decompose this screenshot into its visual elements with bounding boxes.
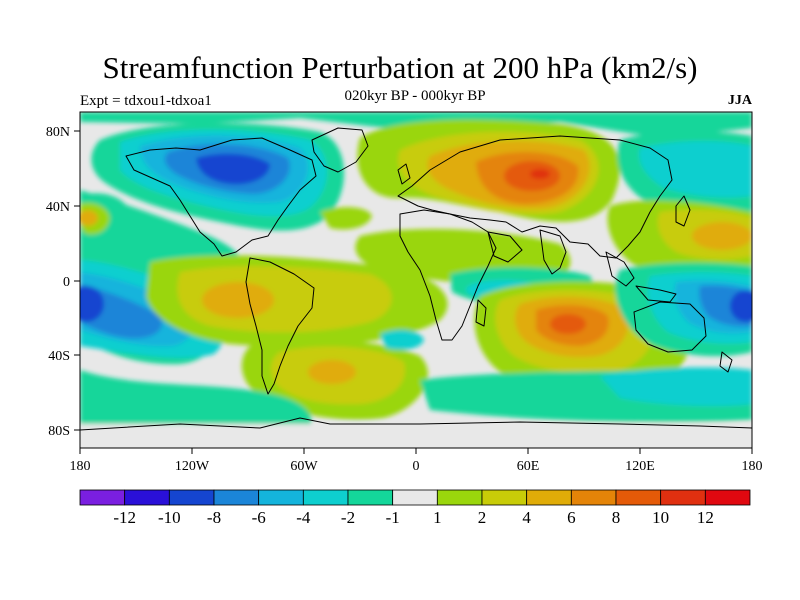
colorbar-swatch <box>168 489 215 506</box>
lat-axis <box>74 130 80 431</box>
colorbar-label: -10 <box>158 508 181 527</box>
colorbar-label: -1 <box>386 508 400 527</box>
map-title: Streamfunction Perturbation at 200 hPa (… <box>102 50 698 85</box>
colorbar-swatch <box>124 489 170 506</box>
season-label: JJA <box>727 93 752 108</box>
colorbar-swatch <box>704 489 751 506</box>
colorbar-swatch <box>660 489 706 506</box>
colorbar-label: -12 <box>113 508 136 527</box>
lon-label-120e: 120E <box>625 459 655 474</box>
colorbar-swatch <box>347 489 394 506</box>
colorbar-label: -8 <box>207 508 221 527</box>
experiment-label: Expt = tdxou1-tdxoa1 <box>80 93 212 109</box>
colorbar-label: 1 <box>433 508 442 527</box>
lat-label-80s: 80S <box>48 424 70 439</box>
contour-field <box>80 112 752 448</box>
lon-label-120w: 120W <box>175 459 210 474</box>
lon-label-180e: 180 <box>742 459 763 474</box>
colorbar-swatch <box>615 489 662 506</box>
lon-label-60e: 60E <box>517 459 540 474</box>
lon-label-0: 0 <box>413 459 420 474</box>
colorbar-swatch <box>79 489 126 506</box>
colorbar-label: -2 <box>341 508 355 527</box>
colorbar-label: -6 <box>252 508 266 527</box>
colorbar-swatch <box>302 489 349 506</box>
lat-label-80n: 80N <box>46 125 70 140</box>
colorbar-label: 10 <box>652 508 669 527</box>
colorbar-label: 12 <box>697 508 714 527</box>
colorbar-swatch <box>213 489 260 506</box>
colorbar-label: 2 <box>478 508 487 527</box>
map-subtitle: 020kyr BP - 000kyr BP <box>344 88 486 104</box>
colorbar-swatch <box>481 489 528 506</box>
coastlines <box>80 127 752 431</box>
colorbar-swatch <box>436 489 483 506</box>
lat-label-40n: 40N <box>46 200 70 215</box>
colorbar: -12 -10 -8 -6 -4 -2 -1 1 2 4 6 8 10 12 <box>79 489 751 527</box>
colorbar-label: -4 <box>296 508 311 527</box>
colorbar-swatch <box>258 489 304 506</box>
colorbar-swatch <box>526 489 572 506</box>
colorbar-label: 8 <box>612 508 621 527</box>
colorbar-swatch <box>570 489 617 506</box>
lat-label-eq: 0 <box>63 275 70 290</box>
colorbar-label: 4 <box>522 508 531 527</box>
lon-label-180w: 180 <box>70 459 91 474</box>
lon-axis <box>79 448 753 454</box>
colorbar-swatch <box>392 489 438 506</box>
lat-label-40s: 40S <box>48 349 70 364</box>
colorbar-label: 6 <box>567 508 576 527</box>
lon-label-60w: 60W <box>290 459 318 474</box>
